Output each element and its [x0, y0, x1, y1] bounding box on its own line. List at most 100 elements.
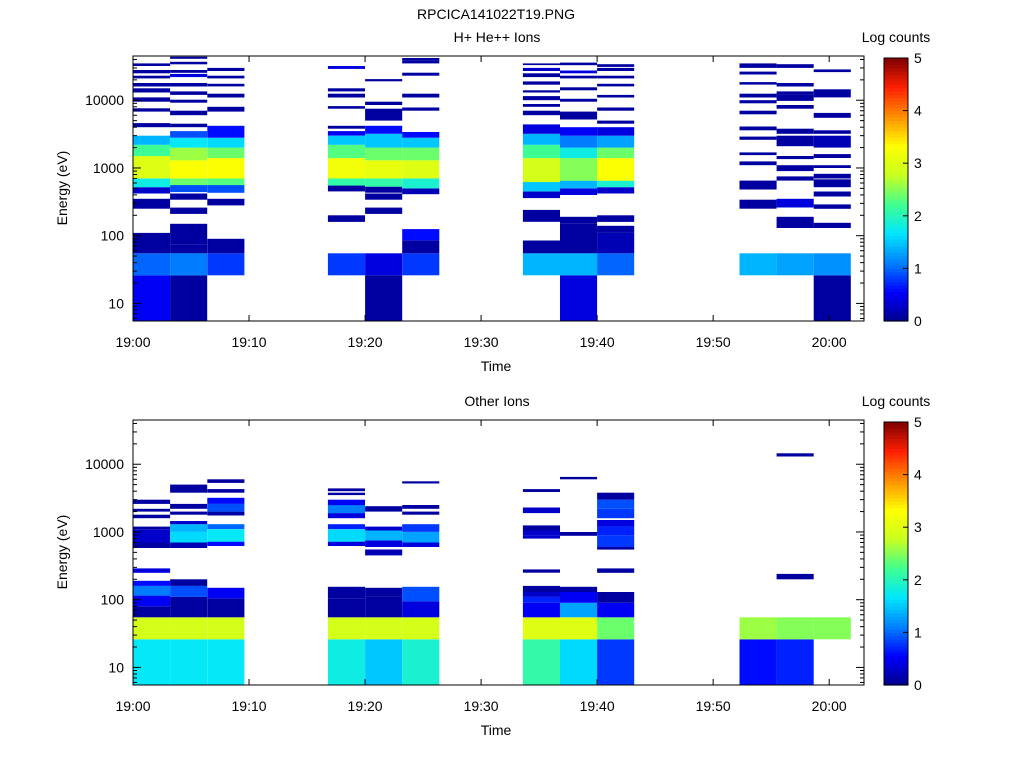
colorbar-segment — [884, 612, 908, 617]
colorbar-segment — [884, 573, 908, 578]
heatmap-cell — [327, 185, 365, 192]
heatmap-cell — [365, 617, 403, 640]
heatmap-cell — [365, 133, 403, 148]
heatmap-cell — [522, 158, 560, 183]
heatmap-cell — [597, 107, 635, 111]
y-tick-label: 100 — [101, 228, 125, 244]
heatmap-cell — [207, 158, 245, 179]
heatmap-cell — [133, 639, 171, 685]
colorbar-segment — [884, 166, 908, 171]
heatmap-cell — [776, 573, 814, 580]
colorbar-segment — [884, 136, 908, 141]
heatmap-cell — [739, 180, 777, 190]
heatmap-cell — [560, 223, 598, 254]
heatmap-cell — [327, 253, 365, 276]
heatmap-cell — [207, 106, 245, 112]
heatmap-cell — [597, 64, 635, 67]
heatmap-cell — [365, 540, 403, 547]
heatmap-cell — [776, 64, 814, 68]
heatmap-cell — [776, 91, 814, 95]
heatmap-cell — [739, 161, 777, 166]
colorbar-segment — [884, 596, 908, 601]
x-tick-label: 19:20 — [348, 334, 383, 350]
colorbar-segment — [884, 97, 908, 102]
heatmap-cell — [327, 639, 365, 685]
colorbar-segment — [884, 533, 908, 538]
colorbar-segment — [884, 438, 908, 443]
heatmap-cell — [597, 592, 635, 603]
heatmap-cell — [170, 185, 208, 193]
heatmap-cell — [522, 507, 560, 514]
heatmap-cell — [522, 73, 560, 78]
heatmap-cell — [597, 158, 635, 181]
heatmap-cell — [207, 125, 245, 138]
heatmap-cell — [365, 530, 403, 541]
heatmap-cell — [170, 639, 208, 685]
heatmap-cell — [739, 639, 777, 685]
colorbar-tick-label: 0 — [914, 313, 922, 329]
heatmap-cell — [170, 56, 208, 59]
colorbar-segment — [884, 150, 908, 154]
colorbar-segment — [884, 133, 908, 138]
colorbar-segment — [884, 527, 908, 532]
heatmap-cell — [597, 75, 635, 79]
colorbar-segment — [884, 579, 908, 584]
heatmap-cell — [365, 596, 403, 605]
colorbar-segment — [884, 514, 908, 518]
colorbar-segment — [884, 642, 908, 647]
colorbar-segment — [884, 675, 908, 680]
x-tick-label: 19:20 — [348, 698, 383, 714]
heatmap-cell — [207, 178, 245, 186]
panel-title: H+ He++ Ions — [454, 29, 541, 45]
colorbar-segment — [884, 602, 908, 607]
x-tick-label: 19:50 — [696, 698, 731, 714]
colorbar-segment — [884, 563, 908, 568]
colorbar-segment — [884, 638, 908, 643]
heatmap-cell — [597, 639, 635, 685]
colorbar-segment — [884, 523, 908, 528]
colorbar-segment — [884, 156, 908, 161]
colorbar-segment — [884, 182, 908, 187]
heatmap-cell — [813, 135, 851, 148]
colorbar-label: Log counts — [862, 393, 931, 409]
heatmap-cell — [522, 63, 560, 66]
x-tick-label: 19:40 — [580, 698, 615, 714]
colorbar-segment — [884, 464, 908, 469]
heatmap-cells — [133, 453, 851, 685]
colorbar-segment — [884, 540, 908, 545]
colorbar-segment — [884, 481, 908, 486]
heatmap-cell — [522, 240, 560, 254]
colorbar-segment — [884, 212, 908, 217]
colorbar-segment — [884, 445, 908, 449]
x-tick-label: 19:00 — [115, 334, 150, 350]
heatmap-cell — [207, 147, 245, 159]
panel-other-ions: Other Ions 19:00 19:10 19:20 19:30 19:40 19:5… — [54, 393, 930, 738]
x-tick-label: 20:00 — [812, 334, 847, 350]
heatmap-cell — [133, 542, 171, 548]
colorbar-segment — [884, 681, 908, 686]
heatmap-cell — [402, 524, 440, 532]
heatmap-cell — [327, 505, 365, 514]
colorbar-segment — [884, 661, 908, 666]
colorbar-segment — [884, 619, 908, 624]
heatmap-cell — [133, 108, 171, 112]
colorbar-segment — [884, 113, 908, 118]
heatmap-cell — [597, 602, 635, 618]
colorbar-segment — [884, 553, 908, 558]
heatmap-cell — [327, 178, 365, 186]
colorbar-segment — [884, 543, 908, 548]
heatmap-cell — [402, 617, 440, 640]
y-axis-label: Energy (eV) — [54, 151, 70, 226]
heatmap-cell — [597, 547, 635, 550]
heatmap-cell — [327, 541, 365, 546]
heatmap-cell — [813, 617, 851, 640]
heatmap-cell — [597, 617, 635, 640]
colorbar-label: Log counts — [862, 29, 931, 45]
heatmap-cell — [170, 484, 208, 493]
heatmap-cell — [739, 110, 777, 115]
heatmap-cell — [776, 216, 814, 228]
heatmap-cell — [327, 88, 365, 92]
heatmap-cell — [560, 586, 598, 592]
colorbar-segment — [884, 428, 908, 433]
heatmap-cell — [207, 503, 245, 512]
